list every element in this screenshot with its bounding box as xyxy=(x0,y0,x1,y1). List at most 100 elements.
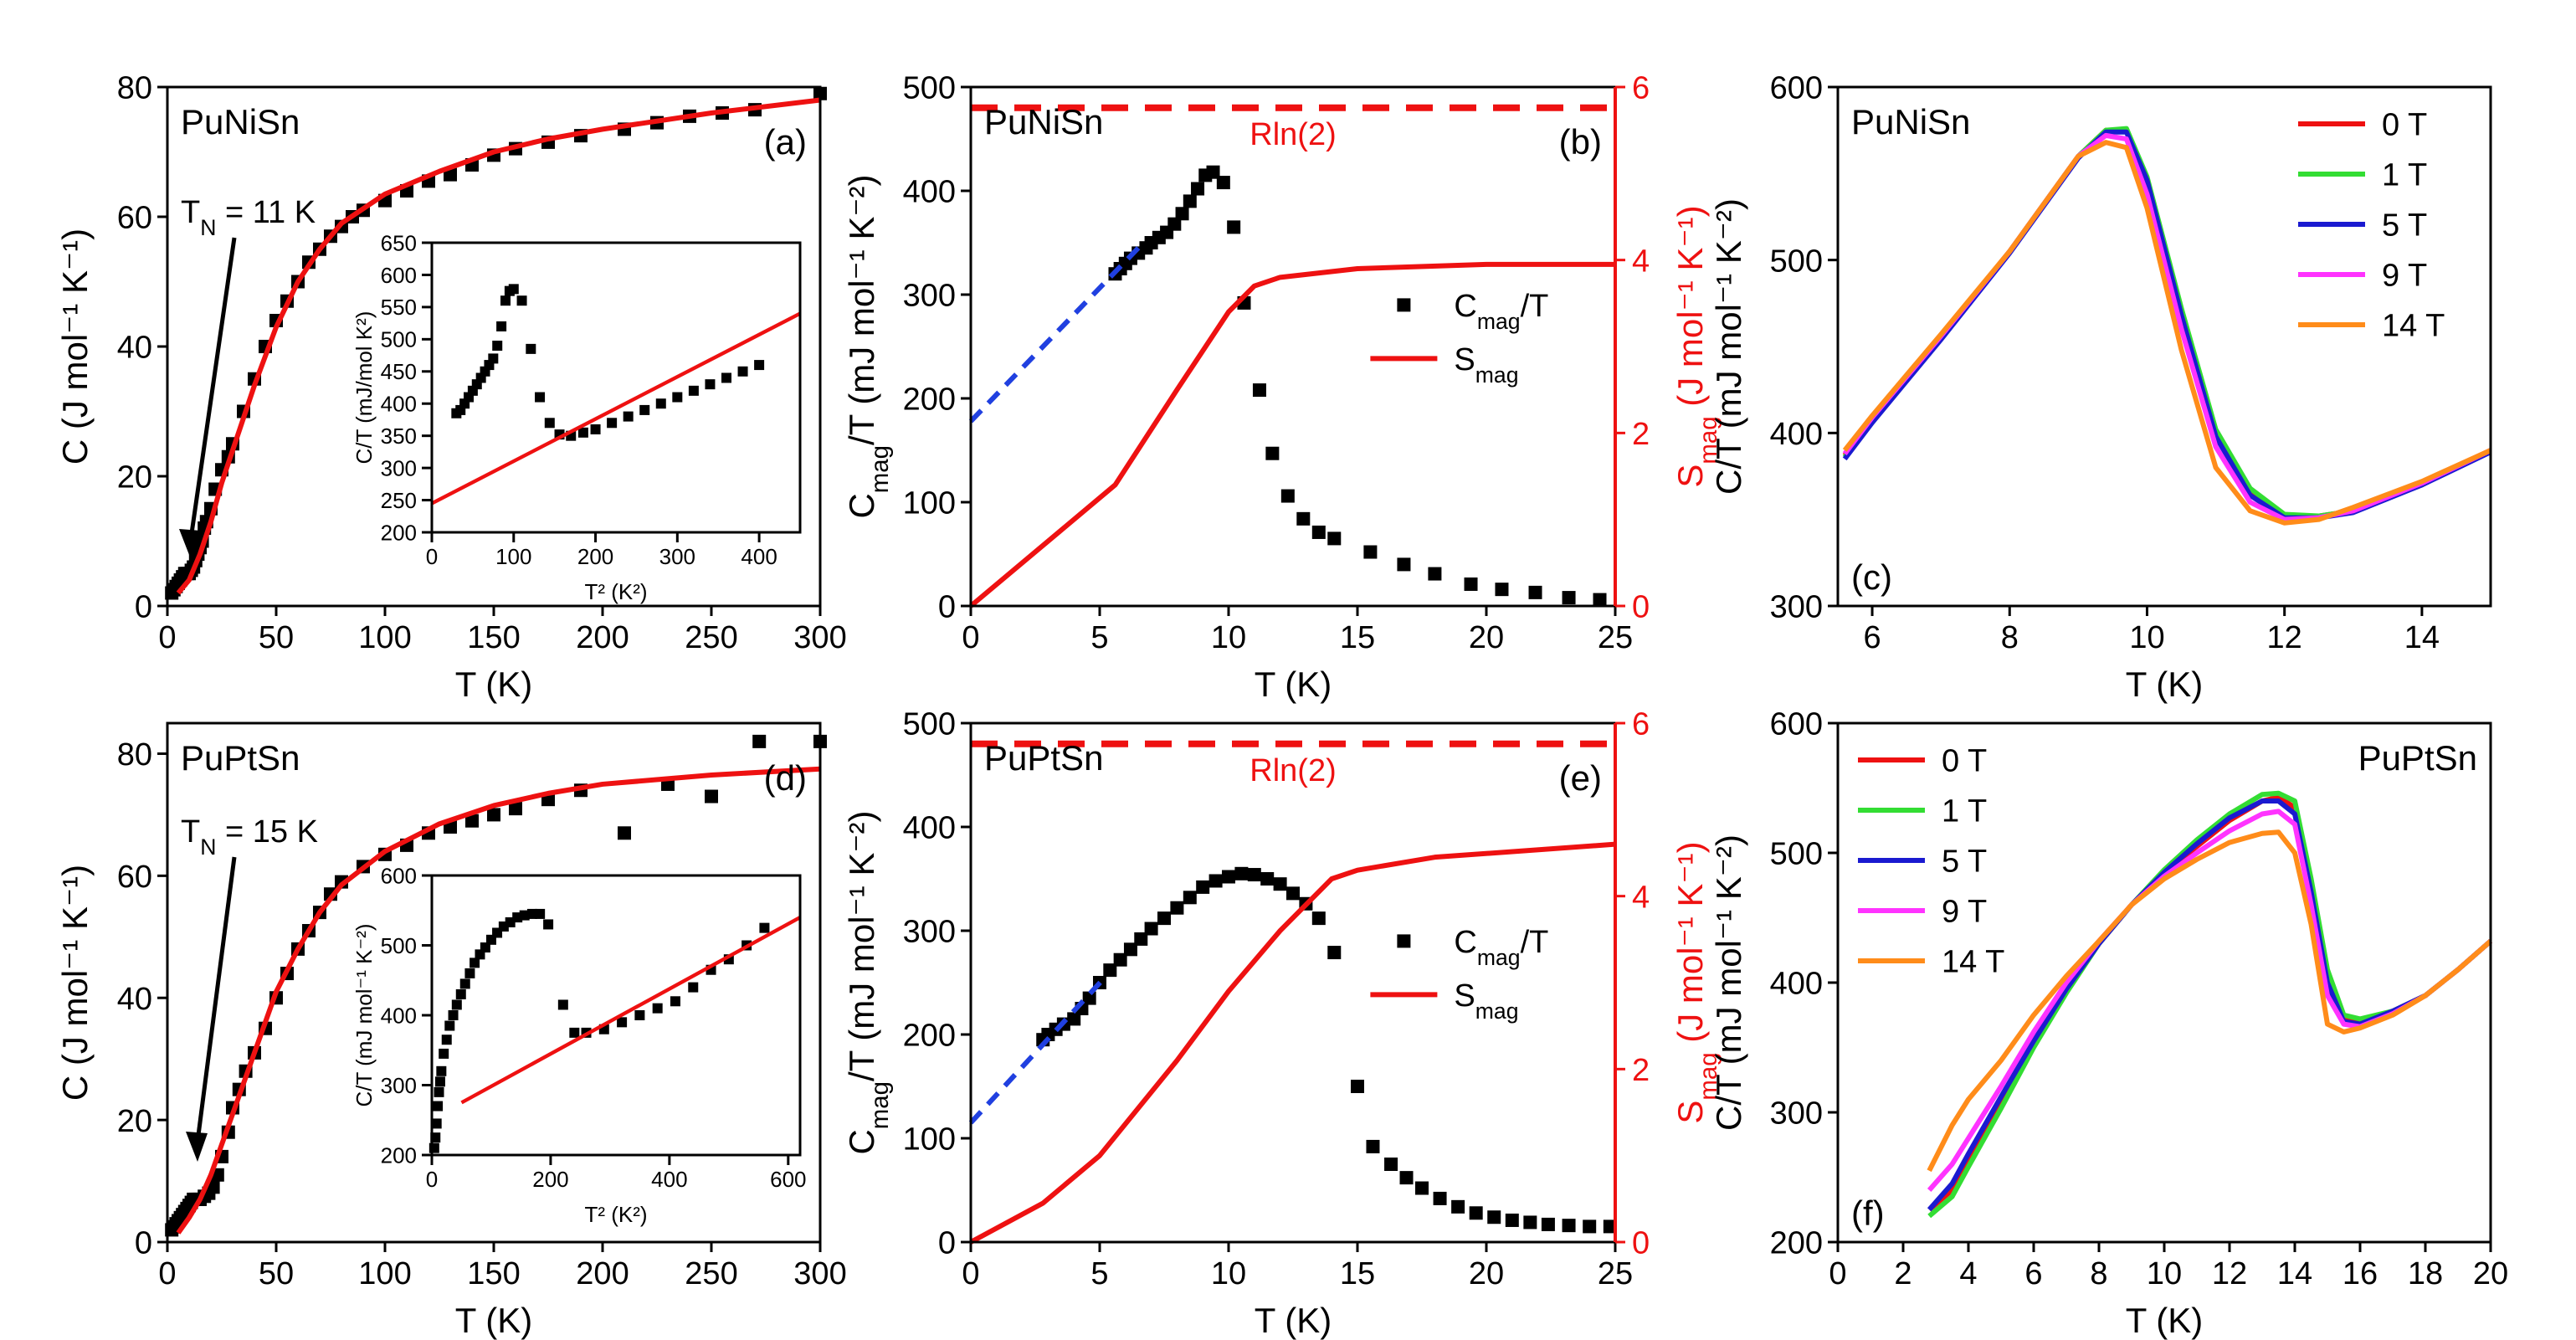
x-tick-label: 0 xyxy=(158,1256,176,1291)
x-tick-label: 0 xyxy=(426,1167,438,1192)
data-point xyxy=(1593,593,1607,607)
y-axis-label-part: /T (mJ mol⁻¹ K⁻²) xyxy=(842,174,881,445)
x-tick-label: 250 xyxy=(685,620,737,655)
data-point xyxy=(1123,942,1137,957)
data-point xyxy=(1327,531,1342,546)
data-point xyxy=(451,999,462,1010)
data-point xyxy=(535,908,546,919)
panel-title: PuPtSn xyxy=(2358,738,2477,778)
y-tick-label: 200 xyxy=(381,520,417,545)
x-axis-label: T (K) xyxy=(1255,1301,1332,1340)
y-tick-label: 300 xyxy=(1770,590,1823,625)
data-point xyxy=(464,968,475,978)
panel-label: (d) xyxy=(764,758,807,798)
x-tick-label: 8 xyxy=(2001,620,2019,655)
data-point xyxy=(480,942,490,953)
y-tick-label: 600 xyxy=(381,863,417,888)
data-point xyxy=(1562,591,1576,605)
panel-title: PuPtSn xyxy=(984,738,1103,778)
x-tick-label: 18 xyxy=(2408,1256,2443,1291)
legend-label-part: /T xyxy=(1521,289,1549,324)
y-tick-label: 20 xyxy=(117,1104,152,1139)
y-tick-label: 500 xyxy=(381,933,417,958)
data-point xyxy=(705,789,718,803)
x-tick-label: 600 xyxy=(770,1167,806,1192)
x-tick-label: 300 xyxy=(659,544,695,569)
y-tick-label: 500 xyxy=(903,707,956,742)
data-point xyxy=(488,353,499,364)
data-point xyxy=(752,734,767,748)
y-tick-label: 350 xyxy=(381,424,417,449)
data-point xyxy=(1265,446,1280,460)
x-tick-label: 8 xyxy=(2090,1256,2107,1291)
y-tick-label: 0 xyxy=(938,1226,956,1261)
y-tick-label: 100 xyxy=(903,486,956,521)
line-label: Rln(2) xyxy=(1250,753,1336,788)
legend-label-sub: mag xyxy=(1475,362,1519,388)
y-tick-label: 200 xyxy=(903,382,956,418)
data-point xyxy=(655,398,666,409)
data-point xyxy=(1252,383,1266,398)
x-tick-label: 10 xyxy=(2129,620,2164,655)
legend-label-part: C xyxy=(1454,289,1476,324)
y-axis-label-part: C xyxy=(842,493,881,518)
data-point xyxy=(1206,165,1220,179)
x-tick-label: 14 xyxy=(2277,1256,2312,1291)
data-point xyxy=(1428,567,1442,581)
plot-frame xyxy=(430,241,802,534)
x-tick-label: 0 xyxy=(1829,1256,1846,1291)
legend-label: 0 T xyxy=(1942,744,1987,779)
legend-label: Cmag/T xyxy=(1454,925,1548,970)
y-tick-label: 60 xyxy=(117,860,152,895)
y-axis-label: C/T (mJ mol⁻¹ K⁻²) xyxy=(1709,834,1748,1131)
x-tick-label: 6 xyxy=(2024,1256,2042,1291)
reference-line xyxy=(968,975,1107,1125)
data-line xyxy=(969,841,1616,1245)
legend-label-part: S xyxy=(1454,342,1475,377)
data-line xyxy=(176,766,821,1235)
data-point xyxy=(206,1180,220,1194)
y-axis-label-part: C xyxy=(842,1129,881,1154)
x-tick-label: 6 xyxy=(1863,620,1881,655)
legend-swatch xyxy=(1397,934,1411,948)
y-tick-label: 250 xyxy=(381,488,417,513)
panel-title: PuNiSn xyxy=(984,102,1103,141)
y-tick-label: 40 xyxy=(117,331,152,366)
legend-label: 1 T xyxy=(2382,158,2427,193)
x-tick-label: 300 xyxy=(793,620,846,655)
data-point xyxy=(1384,1158,1398,1171)
data-point xyxy=(487,808,500,822)
data-point xyxy=(1399,1171,1414,1185)
annotation-sub: N xyxy=(200,834,216,860)
legend-label: 5 T xyxy=(1942,845,1987,880)
legend-label: 14 T xyxy=(2382,309,2445,344)
y2-axis-label-sub: mag xyxy=(1695,1052,1722,1100)
data-point xyxy=(1208,874,1223,888)
data-point xyxy=(459,978,470,989)
data-line xyxy=(1927,829,2492,1173)
x-tick-label: 300 xyxy=(793,1256,846,1291)
x-tick-label: 2 xyxy=(1894,1256,1911,1291)
y-tick-label: 40 xyxy=(117,982,152,1017)
data-point xyxy=(618,826,631,840)
data-point xyxy=(634,1010,645,1020)
y-tick-label: 500 xyxy=(1770,244,1823,279)
panel-title: PuNiSn xyxy=(1851,102,1970,141)
y-tick-label: 400 xyxy=(903,175,956,210)
legend-label: 1 T xyxy=(1942,794,1987,829)
x-tick-label: 10 xyxy=(2147,1256,2182,1291)
data-point xyxy=(721,372,731,383)
legend-label-part: /T xyxy=(1521,925,1549,960)
data-point xyxy=(688,982,699,993)
data-point xyxy=(543,919,554,930)
y-tick-label: 450 xyxy=(381,359,417,384)
y-axis-label-sub: mag xyxy=(866,445,894,493)
y-tick-label: 550 xyxy=(381,295,417,320)
data-point xyxy=(465,814,479,828)
legend-label: 9 T xyxy=(2382,259,2427,294)
data-point xyxy=(509,802,522,816)
data-point xyxy=(1167,217,1182,231)
data-point xyxy=(1191,182,1205,196)
x-axis-label: T² (K²) xyxy=(584,1202,647,1227)
